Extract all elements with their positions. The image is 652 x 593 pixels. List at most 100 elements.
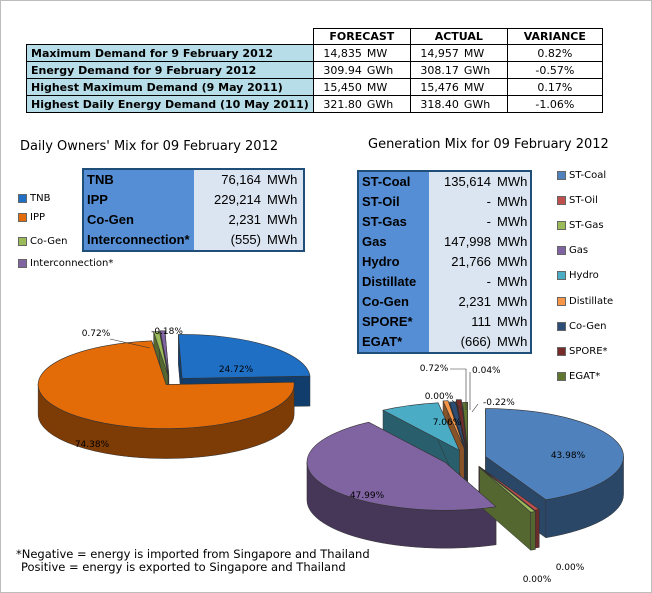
forecast-unit: GWh <box>366 97 394 111</box>
legend-item-ipp: IPP <box>18 212 45 223</box>
footnote-negative: *Negative = energy is imported from Sing… <box>16 547 370 561</box>
pie-slice-ipp <box>37 340 295 429</box>
actual-cell: 318.40 GWh <box>409 95 508 113</box>
legend-swatch <box>18 194 27 203</box>
row-value: 135,614 <box>444 174 491 189</box>
forecast-unit: GWh <box>366 63 394 77</box>
forecast-value: 14,835 <box>323 46 362 60</box>
row-unit: MWh <box>497 174 528 189</box>
row-value: - <box>486 274 491 289</box>
table-row: ST-Oil - MWh <box>359 192 530 212</box>
forecast-value: 309.94 <box>323 63 362 77</box>
pie-slice-st-gas <box>479 467 537 513</box>
forecast-cell: 14,835 MW <box>312 44 411 62</box>
table-row: IPP 229,214 MWh <box>84 190 303 210</box>
legend-swatch <box>557 322 566 331</box>
row-name: IPP <box>84 190 194 210</box>
actual-cell: 14,957 MW <box>409 44 508 62</box>
legend-item-egat: EGAT* <box>557 371 600 382</box>
legend-item-hydro: Hydro <box>557 270 599 281</box>
forecast-header: FORECAST <box>312 28 411 45</box>
leader-line <box>451 399 463 411</box>
legend-swatch <box>557 347 566 356</box>
pie-slice-st-oil <box>478 465 540 511</box>
legend-item-cogen: Co-Gen <box>18 236 68 247</box>
actual-unit: GWh <box>463 63 491 77</box>
table-header-row: FORECAST ACTUAL VARIANCE <box>27 28 603 45</box>
pie-slice-st-coal <box>485 408 624 501</box>
row-unit: MWh <box>497 334 528 349</box>
pie-slice-spore- <box>455 399 467 448</box>
data-label: 0.72% <box>82 329 111 339</box>
legend-label: Distillate <box>569 296 614 307</box>
table-row: TNB 76,164 MWh <box>84 170 303 190</box>
owners-energy-table: TNB 76,164 MWh IPP 229,214 MWh Co-Gen 2,231 MW… <box>82 168 305 252</box>
leader-line <box>109 338 151 349</box>
data-label: 7.06% <box>433 418 462 428</box>
table-row: Interconnection* (555) MWh <box>84 230 303 250</box>
table-row: EGAT* (666) MWh <box>359 332 530 352</box>
data-label: 0.72% <box>420 364 449 374</box>
row-name: Co-Gen <box>84 210 194 230</box>
generation-energy-table: ST-Coal 135,614 MWh ST-Oil - MWh ST-Gas - MWh … <box>357 170 532 354</box>
data-label: -0.18% <box>151 327 183 337</box>
actual-unit: GWh <box>463 97 491 111</box>
table-row: ST-Coal 135,614 MWh <box>359 172 530 192</box>
actual-value: 318.40 <box>420 97 459 111</box>
footnote: *Negative = energy is imported from Sing… <box>16 548 370 574</box>
legend-label: ST-Coal <box>569 170 607 181</box>
legend-label: TNB <box>30 193 51 204</box>
legend-swatch <box>557 372 566 381</box>
legend-swatch <box>18 237 27 246</box>
pie-slice-edge <box>530 511 536 551</box>
data-label: 43.98% <box>551 451 586 461</box>
pie-slice-egat- <box>462 402 468 451</box>
legend-swatch <box>557 196 566 205</box>
row-value: 2,231 <box>228 212 261 227</box>
data-label: 0.04% <box>472 366 501 376</box>
data-label: 0.00% <box>425 392 454 402</box>
pie-slice-gas <box>306 421 497 511</box>
row-label: Highest Daily Energy Demand (10 May 2011… <box>26 95 314 113</box>
data-label: 0.00% <box>556 563 585 573</box>
forecast-cell: 309.94 GWh <box>312 61 411 79</box>
table-row: Gas 147,998 MWh <box>359 232 530 252</box>
actual-value: 14,957 <box>420 46 459 60</box>
row-unit: MWh <box>497 234 528 249</box>
legend-item-spore: SPORE* <box>557 346 608 357</box>
legend-item-st-gas: ST-Gas <box>557 220 604 231</box>
row-name: Gas <box>359 232 429 252</box>
forecast-cell: 321.80 GWh <box>312 95 411 113</box>
row-unit: MWh <box>497 314 528 329</box>
actual-cell: 308.17 GWh <box>409 61 508 79</box>
actual-value: 15,476 <box>420 80 459 94</box>
forecast-value: 15,450 <box>323 80 362 94</box>
table-row: ST-Gas - MWh <box>359 212 530 232</box>
table-row: Co-Gen 2,231 MWh <box>359 292 530 312</box>
legend-item-cogen: Co-Gen <box>557 321 607 332</box>
legend-item-st-coal: ST-Coal <box>557 170 606 181</box>
table-row: Hydro 21,766 MWh <box>359 252 530 272</box>
row-name: Interconnection* <box>84 230 194 250</box>
owners-mix-title: Daily Owners' Mix for 09 February 2012 <box>20 139 279 154</box>
row-value: 147,998 <box>444 234 491 249</box>
row-name: EGAT* <box>359 332 429 352</box>
legend-item-gas: Gas <box>557 245 588 256</box>
legend-swatch <box>18 259 27 268</box>
row-unit: MWh <box>267 192 298 207</box>
row-value: - <box>486 214 491 229</box>
row-unit: MWh <box>497 254 528 269</box>
leader-line <box>471 403 479 413</box>
table-row: Energy Demand for 9 February 2012 309.94… <box>26 61 603 79</box>
legend-item-distillate: Distillate <box>557 296 613 307</box>
table-row: SPORE* 111 MWh <box>359 312 530 332</box>
row-value: (555) <box>230 232 261 247</box>
actual-unit: MW <box>463 80 485 94</box>
pie-slice-tnb <box>178 334 311 379</box>
row-unit: MWh <box>497 294 528 309</box>
row-value: 229,214 <box>214 192 261 207</box>
legend-label: EGAT* <box>569 371 601 382</box>
pie-slice-distillate <box>442 400 465 449</box>
row-name: Hydro <box>359 252 429 272</box>
leader-line <box>450 368 467 410</box>
